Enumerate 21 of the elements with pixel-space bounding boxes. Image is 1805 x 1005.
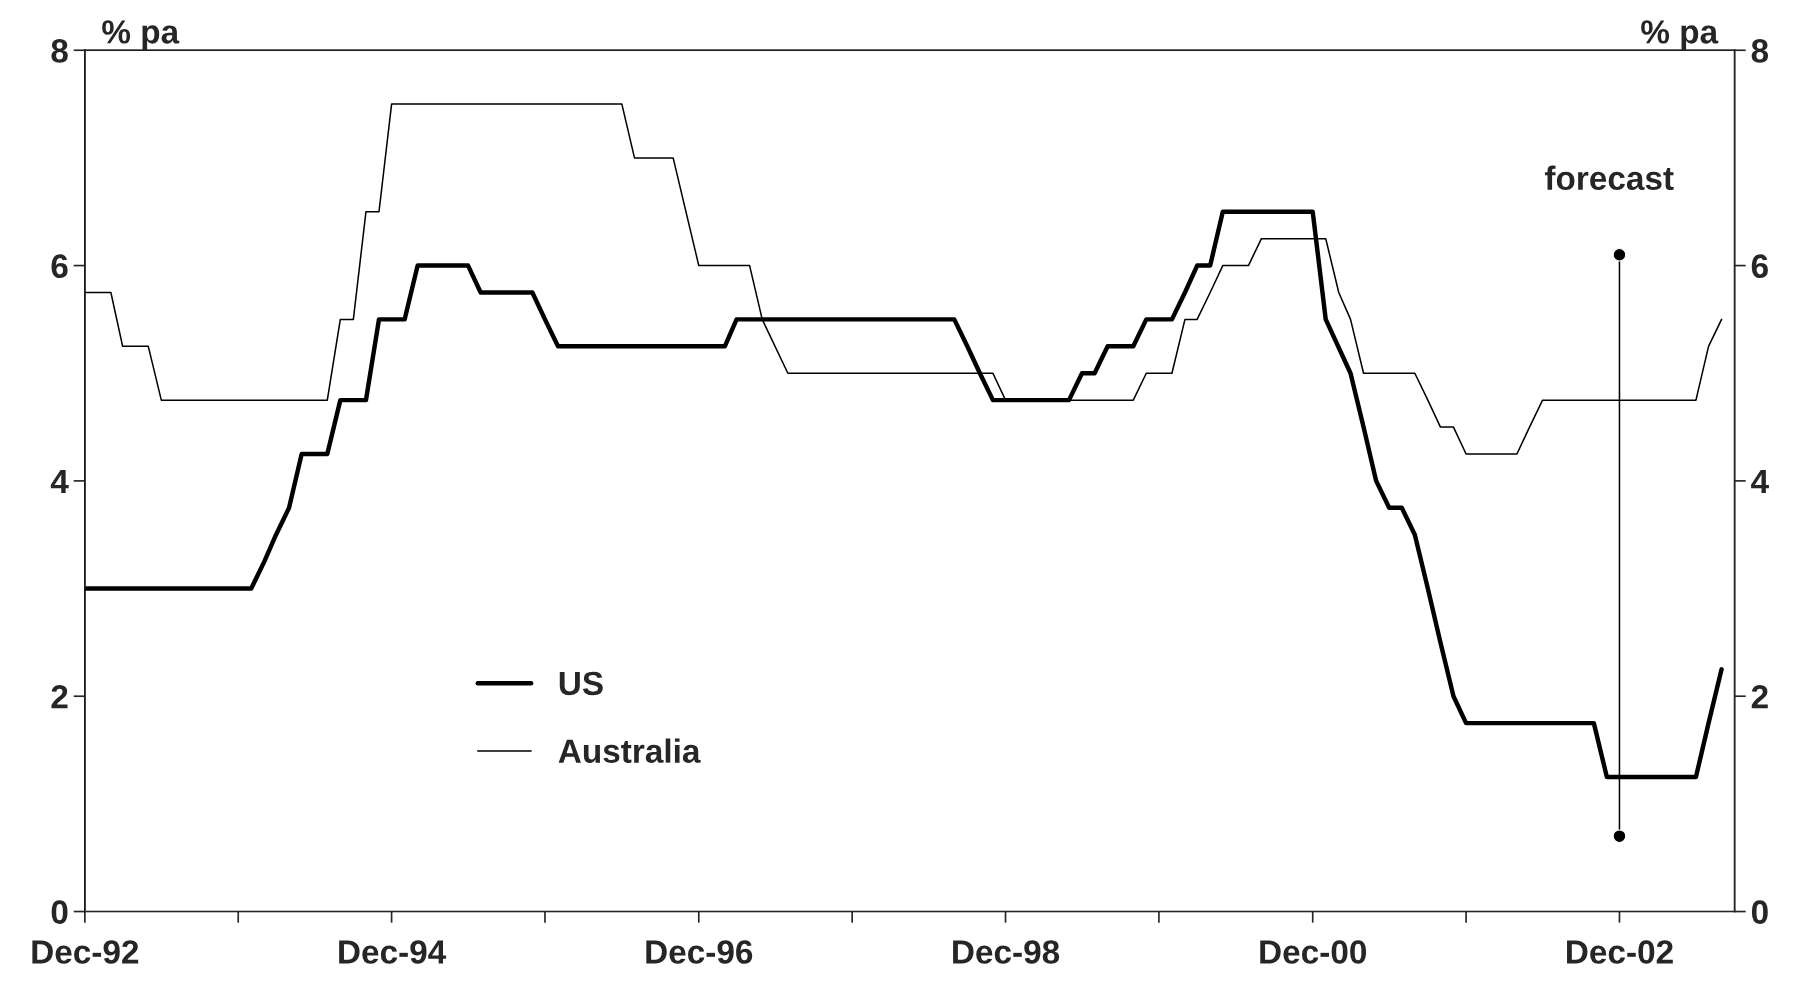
- y2-tick-label: 8: [1751, 39, 1769, 63]
- y-tick-label: 4: [50, 470, 69, 493]
- y-tick-label: 0: [51, 900, 68, 924]
- y2-axis-title: % pa: [1641, 20, 1719, 51]
- x-tick-label: Dec-00: [1260, 940, 1367, 964]
- annotation: forecast: [1544, 165, 1674, 191]
- x-tick-label: Dec-98: [953, 940, 1060, 964]
- y2-tick-label: 6: [1751, 254, 1768, 278]
- x-tick-label: Dec-94: [339, 940, 447, 964]
- y-tick-label: 6: [51, 254, 68, 278]
- y-axis-title: % pa: [102, 20, 180, 51]
- y-tick-label: 2: [51, 685, 68, 709]
- y2-tick-label: 0: [1751, 900, 1768, 924]
- y-tick-label: 8: [51, 39, 68, 63]
- y2-tick-label: 4: [1751, 470, 1769, 493]
- legend-label: US: [559, 671, 603, 696]
- legend-label: Australia: [558, 738, 701, 763]
- x-tick-label: Dec-02: [1567, 940, 1673, 964]
- x-tick-label: Dec-96: [646, 940, 753, 964]
- x-tick-label: Dec-92: [32, 940, 139, 964]
- y2-tick-label: 2: [1751, 685, 1768, 709]
